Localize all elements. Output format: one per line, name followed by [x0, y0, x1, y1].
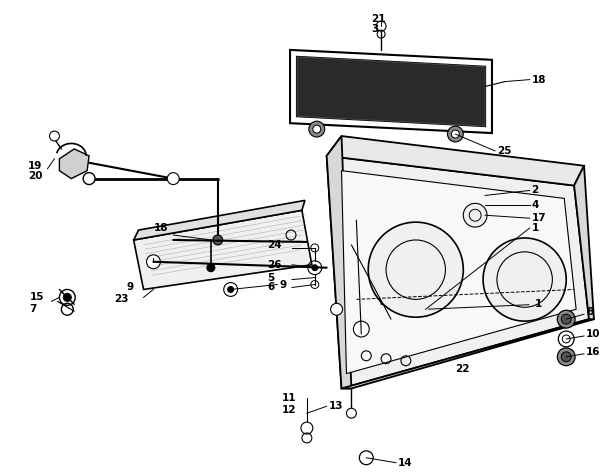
Circle shape — [451, 130, 459, 138]
Polygon shape — [297, 57, 485, 126]
Polygon shape — [327, 136, 584, 186]
Text: 1: 1 — [531, 223, 539, 233]
Polygon shape — [327, 136, 352, 389]
Text: 9: 9 — [127, 283, 134, 293]
Text: 23: 23 — [114, 294, 129, 304]
Text: 12: 12 — [282, 405, 297, 415]
Circle shape — [83, 172, 95, 185]
Text: 18: 18 — [531, 75, 546, 85]
Polygon shape — [133, 210, 312, 289]
Text: 19: 19 — [28, 161, 42, 171]
Circle shape — [207, 264, 215, 272]
Circle shape — [561, 352, 571, 362]
Circle shape — [147, 255, 160, 269]
Text: 21: 21 — [371, 14, 386, 24]
Circle shape — [368, 222, 463, 317]
Text: 14: 14 — [398, 458, 412, 468]
Text: 26: 26 — [267, 260, 282, 270]
Circle shape — [301, 422, 313, 434]
Circle shape — [353, 321, 369, 337]
Text: 7: 7 — [29, 304, 37, 314]
Polygon shape — [574, 166, 594, 319]
Text: 8: 8 — [586, 307, 593, 317]
Text: 1: 1 — [429, 299, 542, 309]
Text: 13: 13 — [329, 401, 343, 411]
Polygon shape — [297, 57, 485, 126]
Circle shape — [558, 331, 574, 347]
Circle shape — [557, 310, 575, 328]
Text: 17: 17 — [531, 213, 546, 223]
Circle shape — [346, 408, 356, 418]
Text: 18: 18 — [153, 223, 168, 233]
Text: 4: 4 — [531, 200, 539, 210]
Circle shape — [331, 304, 343, 315]
Text: 3: 3 — [371, 24, 379, 34]
Text: 20: 20 — [28, 171, 42, 180]
Circle shape — [313, 125, 321, 133]
Polygon shape — [381, 285, 426, 309]
Circle shape — [213, 235, 223, 245]
Text: 15: 15 — [29, 293, 44, 303]
Circle shape — [557, 348, 575, 366]
Polygon shape — [59, 149, 89, 179]
Polygon shape — [327, 156, 589, 389]
Circle shape — [63, 294, 72, 301]
Text: 5: 5 — [267, 273, 275, 283]
Circle shape — [463, 203, 487, 227]
Text: 25: 25 — [497, 146, 511, 156]
Text: 16: 16 — [586, 347, 600, 357]
Polygon shape — [133, 200, 305, 240]
Polygon shape — [341, 319, 594, 389]
Circle shape — [167, 172, 179, 185]
Text: 11: 11 — [282, 393, 297, 403]
Circle shape — [359, 451, 373, 465]
Circle shape — [49, 131, 59, 141]
Circle shape — [312, 265, 318, 271]
Text: 2: 2 — [531, 185, 539, 196]
Circle shape — [483, 238, 566, 321]
Circle shape — [376, 21, 386, 31]
Circle shape — [309, 121, 325, 137]
Polygon shape — [341, 171, 576, 374]
Text: 22: 22 — [456, 364, 470, 374]
Circle shape — [228, 286, 234, 293]
Text: 10: 10 — [586, 329, 600, 339]
Text: 24: 24 — [267, 240, 282, 250]
Circle shape — [561, 314, 571, 324]
Text: 9: 9 — [279, 279, 286, 290]
Text: 6: 6 — [267, 283, 275, 293]
Circle shape — [447, 126, 463, 142]
